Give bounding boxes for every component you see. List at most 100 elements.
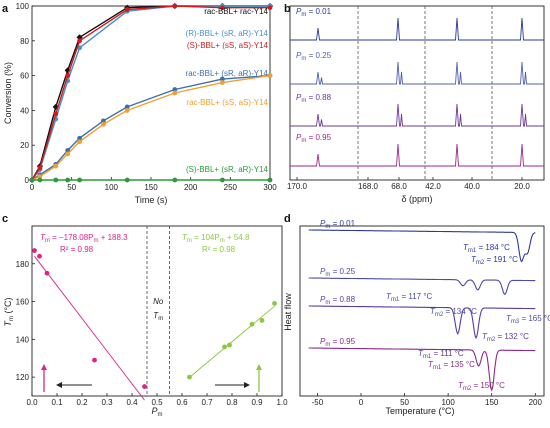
panel-b-spectrum-label-part-2: = 0.95	[306, 133, 331, 142]
panel-a-xtick-label: 0	[30, 183, 35, 192]
panel-d-xtick-label: 50	[400, 398, 409, 407]
panel-d-peak-label: Tm2 = 132 °C	[482, 332, 529, 343]
panel-c-point	[227, 342, 232, 348]
panel-d-peak-label-part-0: T	[418, 349, 424, 358]
panel-c-fit-line	[34, 256, 145, 401]
panel-d-peak-label: Tm2 = 150 °C	[458, 381, 505, 392]
panel-d-peak-label-part-1: m1	[423, 354, 432, 360]
panel-a-ytick-label: 100	[16, 2, 30, 11]
panel-d-peak-label-part-2: = 184 °C	[476, 243, 510, 252]
panel-c-fit-equation-part-4: + 54.8	[225, 233, 250, 242]
panel-a-xtick-label: 50	[67, 183, 76, 192]
panel-d-xlabel: Temperature (°C)	[385, 406, 454, 416]
panel-a-point	[65, 73, 71, 78]
panel-c-ylabel-unit: (°C)	[3, 297, 13, 316]
panel-c-point	[249, 321, 255, 327]
panel-a-point	[220, 177, 225, 183]
panel-c-xtick-label: 0.3	[101, 398, 113, 407]
panel-letter-b: b	[284, 3, 291, 15]
panel-d-peak-label: Tm2 = 191 °C	[471, 255, 518, 266]
panel-a-xtick-label: 100	[105, 183, 119, 192]
panel-a-point	[267, 5, 273, 11]
panel-c-xtick-label: 0.0	[26, 398, 38, 407]
panel-d-trace	[308, 277, 536, 296]
panel-a-point	[124, 7, 130, 12]
panel-c-xlabel-main: P	[151, 406, 157, 416]
panel-c-fit-equation-part-2: = −178.08P	[50, 233, 94, 242]
panel-a-series-line	[31, 74, 271, 181]
panel-c-ytick-label: 180	[16, 260, 30, 269]
panel-c-green-arrowhead	[256, 364, 262, 370]
panel-d-peak-label-part-0: T	[471, 255, 477, 264]
panel-c-point	[259, 318, 265, 323]
panel-c-xtick-label: 0.9	[251, 398, 263, 407]
panel-a-ytick-label: 60	[20, 72, 29, 81]
panel-d-peak-label-part-1: m3	[511, 319, 520, 325]
panel-b-spectrum-label-part-2: = 0.88	[306, 93, 331, 102]
panel-b-xtick-label: 170.0	[287, 182, 308, 191]
panel-d-trace	[308, 229, 536, 263]
panel-c-region-label-line2-part-0: T	[153, 311, 159, 320]
panel-a-annotation: rac-BBL+ (sS, aS)-Y14	[186, 98, 268, 107]
panel-d-trace	[308, 347, 536, 392]
panel-c-pink-arrowhead	[41, 364, 47, 370]
panel-d-peak-label-part-0: T	[458, 381, 464, 390]
panel-c-point	[44, 270, 50, 276]
panel-d-trace-label-part-1: m	[325, 300, 330, 306]
panel-d-xtick-label: -50	[312, 398, 324, 407]
panel-c-ylabel: Tm (°C)	[3, 297, 15, 326]
panel-d-trace-label-part-0: P	[320, 219, 326, 228]
panel-a-ytick-label: 0	[25, 176, 30, 185]
panel-b-spectrum	[290, 103, 544, 127]
panel-d-trace	[308, 305, 536, 340]
panel-d-peak-label-part-1: m2	[435, 312, 444, 318]
panel-letter-d: d	[284, 213, 291, 225]
panel-c-fit-equation-part-3: m	[93, 238, 98, 244]
panel-a-point	[53, 163, 59, 169]
panel-c-xtick-label: 0.2	[76, 398, 88, 407]
panel-c-xtick-label: 0.4	[126, 398, 138, 407]
panel-d-peak-label-part-1: m2	[463, 386, 472, 392]
panel-b-xlabel: δ (ppm)	[401, 194, 432, 204]
panel-a-series-line	[31, 74, 271, 181]
panel-d-peak-label-part-1: m2	[476, 260, 485, 266]
panel-d-peak-label-part-2: = 165 °C	[519, 314, 550, 323]
panel-d-peak-label-part-1: m1	[468, 248, 477, 254]
panel-d-peak-label-part-0: T	[506, 314, 512, 323]
panel-c-xlabel-sub: m	[158, 412, 163, 418]
panel-a-point	[220, 76, 225, 82]
panel-b-spectrum-label: Pm = 0.95	[296, 133, 332, 144]
panel-b-spectrum-label-part-1: m	[301, 138, 306, 144]
panel-c-ytick-label: 120	[16, 373, 30, 382]
panel-c-fit-equation-part-1: m	[187, 238, 192, 244]
panel-c-region-label-line2: Tm	[153, 311, 163, 322]
panel-b-spectrum-label: Pm = 0.25	[296, 51, 332, 62]
panel-a-point	[37, 177, 43, 183]
panel-d-peak-label-part-2: = 111 °C	[431, 349, 464, 358]
panel-a-point	[77, 177, 82, 183]
panel-a-point	[172, 90, 178, 96]
panel-a-point	[220, 80, 225, 85]
panel-c-fit-equation-part-3: m	[220, 238, 225, 244]
panel-a-point	[53, 111, 59, 117]
panel-a-xtick-label: 250	[224, 183, 238, 192]
panel-c-fit-equation: Tm = −178.08Pm + 188.3	[40, 233, 128, 244]
panel-b-spectrum-label-part-1: m	[301, 98, 306, 104]
panel-d-ylabel: Heat flow	[283, 293, 293, 331]
panel-d-peak-label-part-0: T	[463, 243, 469, 252]
panel-a-point	[37, 165, 43, 171]
panel-a-ylabel: Conversion (%)	[3, 62, 13, 124]
panel-d-trace-label-part-1: m	[325, 224, 330, 230]
panel-d-peak-label: Tm2 = 134 °C	[430, 307, 477, 318]
panel-a-annotation: rac-BBL+ (sR, aR)-Y14	[186, 69, 269, 78]
panel-a-ytick-label: 20	[20, 141, 29, 150]
panel-a-point	[53, 177, 59, 183]
panel-b-spectrum-label-part-0: P	[296, 7, 302, 16]
panel-c-fit-line	[189, 305, 275, 378]
panel-a-point	[77, 135, 82, 141]
panel-b-spectrum-label: Pm = 0.01	[296, 7, 332, 18]
panel-d-trace-label: Pm = 0.25	[320, 267, 356, 278]
